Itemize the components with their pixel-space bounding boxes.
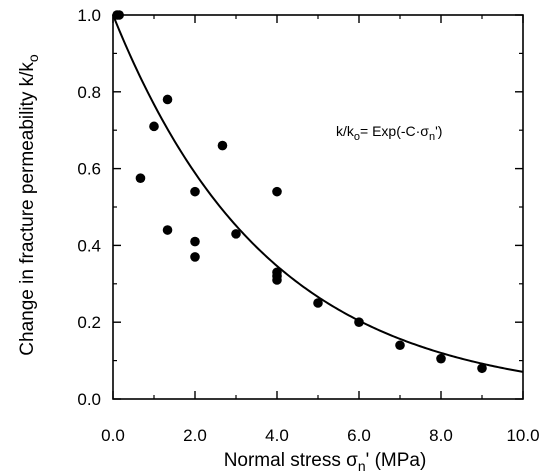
equation-lhs: k/k	[336, 123, 355, 139]
data-point	[395, 340, 405, 351]
x-tick-label: 4.0	[265, 426, 289, 445]
data-point	[114, 10, 124, 20]
y-tick-label: 0.8	[77, 83, 101, 102]
y-axis-label: Change in fracture permeability k/ko	[17, 54, 41, 356]
equation-end: ')	[435, 123, 442, 139]
y-tick-label: 0.4	[77, 236, 101, 255]
data-point	[149, 121, 159, 132]
data-point	[313, 298, 323, 308]
x-tick-label: 2.0	[183, 426, 207, 445]
x-tick-labels: 0.0 2.0 4.0 6.0 8.0 10.0	[101, 426, 539, 445]
y-tick-label: 0.2	[77, 313, 101, 332]
plot-frame	[112, 14, 524, 400]
x-tick-label: 8.0	[429, 426, 453, 445]
fit-curve-group	[112, 14, 524, 373]
data-point	[135, 173, 146, 183]
plot-area	[112, 14, 524, 400]
y-tick-labels: 0.0 0.2 0.4 0.6 0.8 1.0	[77, 6, 101, 409]
data-point	[217, 140, 228, 151]
y-axis-label-main: Change in fracture permeability k/k	[17, 62, 38, 356]
data-point	[477, 363, 487, 374]
y-tick-label: 0.6	[77, 160, 101, 179]
x-axis-label: Normal stress σn' (MPa)	[224, 450, 427, 474]
equation-mid: = Exp(-C·σ	[360, 123, 429, 139]
y-axis-label-sub: o	[25, 54, 41, 62]
axis-ticks	[112, 14, 524, 400]
data-point	[162, 225, 173, 235]
data-point	[354, 317, 364, 328]
data-point	[436, 353, 446, 364]
data-point	[190, 236, 200, 247]
data-points	[112, 10, 487, 374]
x-axis-label-rest: ' (MPa)	[366, 450, 427, 471]
data-point	[231, 229, 241, 239]
x-tick-label: 6.0	[347, 426, 371, 445]
y-tick-label: 0.0	[77, 390, 101, 409]
equation-sub: n	[429, 131, 435, 143]
data-point	[272, 186, 282, 197]
data-point	[272, 271, 282, 281]
fit-curve	[112, 14, 524, 373]
x-tick-label: 0.0	[101, 426, 125, 445]
x-axis-label-main: Normal stress σ	[224, 450, 358, 471]
equation-lhs-sub: o	[354, 131, 360, 143]
equation-annotation: k/ko= Exp(-C·σn')	[336, 123, 442, 143]
x-tick-label: 10.0	[506, 426, 539, 445]
y-tick-label: 1.0	[77, 6, 101, 25]
data-point	[190, 252, 200, 262]
data-point	[162, 94, 173, 105]
x-axis-label-sub: n	[358, 458, 366, 474]
data-point	[190, 186, 200, 197]
